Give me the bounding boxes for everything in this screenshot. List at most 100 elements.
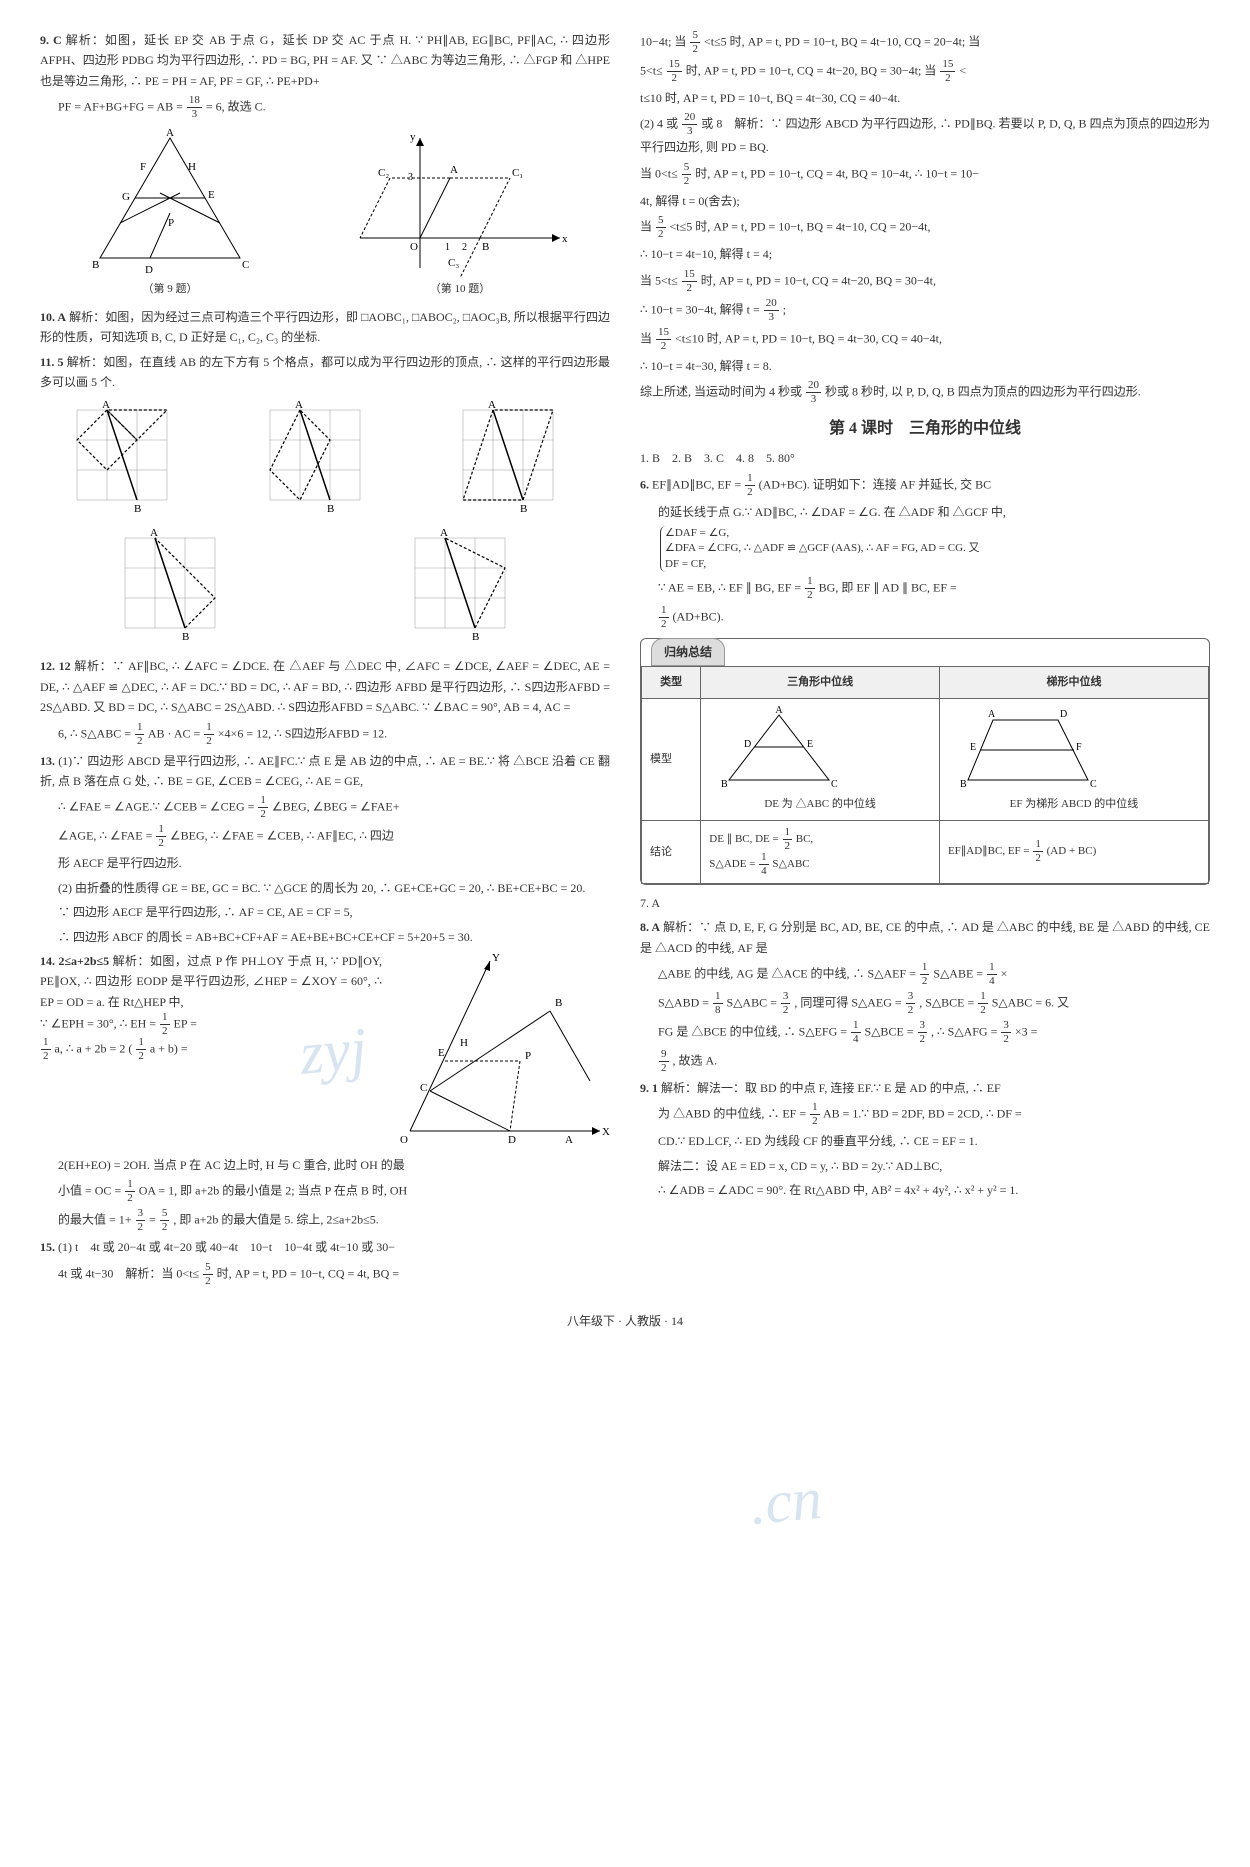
q8r-l4d: ×3 = — [1015, 1024, 1038, 1038]
q6r: 6. EF∥AD∥BC, EF = 12 (AD+BC). 证明如下：连接 AF… — [640, 473, 1210, 498]
q14-l4: 2(EH+EO) = 2OH. 当点 P 在 AC 边上时, H 与 C 重合,… — [40, 1155, 610, 1175]
svg-text:P: P — [525, 1050, 531, 1062]
fig-10: x y O A B C₁ C₂ C₃ 1 2 — [350, 128, 570, 299]
q6r-l4: 12 (AD+BC). — [640, 605, 1210, 630]
summary-h-type: 类型 — [642, 667, 701, 699]
svg-text:C: C — [242, 259, 249, 271]
q13-l2: ∴ ∠FAE = ∠AGE.∵ ∠CEB = ∠CEG = 12 ∠BEG, ∠… — [40, 795, 610, 820]
q8r-l4: FG 是 △BCE 的中位线, ∴ S△EFG = 14 S△BCE = 32 … — [640, 1020, 1210, 1045]
cont-f4: 203 — [681, 112, 698, 137]
summary-title: 归纳总结 — [651, 638, 725, 666]
q12-num: 12. 12 — [40, 659, 71, 673]
fig-row-9-10: A B C D E F G H P （第 9 题） — [40, 128, 610, 299]
q8r-l3e: S△ABC = 6. 又 — [992, 995, 1069, 1009]
q6r-l3a: ∵ AE = EB, ∴ EF ∥ BG, EF = — [658, 580, 801, 594]
fig-14-svg: Y B P E H C O D A X — [390, 951, 610, 1151]
trap-c1a: EF∥AD∥BC, EF = — [948, 845, 1030, 857]
q8-f6: 12 — [977, 991, 989, 1016]
svg-text:x: x — [562, 233, 568, 245]
q14: Y B P E H C O D A X 14. 2≤a+2b≤5 解析：如图，过… — [40, 951, 610, 1151]
q10-num: 10. A — [40, 310, 66, 324]
brace-line1: ∠DAF = ∠G, — [665, 527, 729, 539]
svg-text:A: A — [166, 128, 174, 139]
svg-text:E: E — [438, 1047, 445, 1059]
svg-text:D: D — [744, 739, 751, 750]
cont-l7: 当 52 <t≤5 时, AP = t, PD = 10−t, BQ = 4t−… — [640, 215, 1210, 240]
svg-text:X: X — [602, 1126, 610, 1138]
q9: 9. C 解析：如图，延长 EP 交 AB 于点 G，延长 DP 交 AC 于点… — [40, 30, 610, 91]
q15-p2b: 时, AP = t, PD = 10−t, CQ = 4t, BQ = — [217, 1266, 399, 1280]
trap-c1-frac: 12 — [1032, 839, 1044, 864]
q15-p1: (1) t 4t 或 20−4t 或 4t−20 或 40−4t 10−t 10… — [58, 1240, 395, 1254]
q14-f1: 12 — [159, 1012, 171, 1037]
q12-line2: 6, ∴ S△ABC = 12 AB · AC = 12 ×4×6 = 12, … — [40, 722, 610, 747]
svg-text:B: B — [721, 779, 728, 790]
q8-f3: 18 — [712, 991, 724, 1016]
svg-text:1: 1 — [445, 242, 450, 253]
q8-f4: 32 — [780, 991, 792, 1016]
svg-text:A: A — [295, 400, 303, 411]
q6r-f2: 12 — [804, 576, 816, 601]
cont-l4: (2) 4 或 203 或 8 解析：∵ 四边形 ABCD 为平行四边形, ∴ … — [640, 112, 1210, 157]
cont-l1: 10−4t; 当 52 <t≤5 时, AP = t, PD = 10−t, B… — [640, 30, 1210, 55]
cont-l2a: 5<t≤ — [640, 63, 663, 77]
q8-f9: 32 — [1000, 1020, 1012, 1045]
svg-text:C₁: C₁ — [512, 167, 523, 179]
svg-text:C₃: C₃ — [448, 257, 459, 269]
grid-11-1: A B — [67, 400, 197, 520]
triangle-9-svg: A B C D E F G H P — [80, 128, 260, 278]
watermark-2: .cn — [746, 1447, 826, 1555]
cont-l3: t≤10 时, AP = t, PD = 10−t, BQ = 4t−30, C… — [640, 88, 1210, 108]
summary-box: 归纳总结 类型 三角形中位线 梯形中位线 模型 A B C — [640, 638, 1210, 885]
answers-1-5: 1. B 2. B 3. C 4. 8 5. 80° — [640, 448, 1210, 468]
svg-text:B: B — [520, 503, 527, 515]
q13-l4: 形 AECF 是平行四边形. — [40, 853, 610, 873]
cont-f2: 152 — [666, 59, 683, 84]
q13-l7: ∴ 四边形 ABCF 的周长 = AB+BC+CF+AF = AE+BE+BC+… — [40, 927, 610, 947]
q6r-l1a: EF∥AD∥BC, EF = — [652, 477, 741, 491]
q12-t4: ×4×6 = 12, ∴ S四边形AFBD = 12. — [218, 726, 387, 740]
svg-text:H: H — [188, 161, 196, 173]
cont-l6: 4t, 解得 t = 0(舍去); — [640, 191, 1210, 211]
trap-model-svg: A D B C E F — [948, 705, 1108, 795]
cont-f8: 203 — [763, 298, 780, 323]
q14-p3b: a, ∴ a + 2b = 2 ( — [55, 1041, 133, 1055]
trap-model-cap: EF 为梯形 ABCD 的中位线 — [948, 795, 1200, 814]
tri-c2a: S△ADE = — [709, 858, 755, 870]
cont-f1: 52 — [689, 30, 701, 55]
svg-text:E: E — [807, 739, 813, 750]
q9r-l2b: AB = 1.∵ BD = 2DF, BD = 2CD, ∴ DF = — [823, 1107, 1022, 1121]
svg-text:F: F — [140, 161, 146, 173]
q13-p2a: ∴ ∠FAE = ∠AGE.∵ ∠CEB = ∠CEG = — [58, 800, 254, 814]
q14-l6: 的最大值 = 1+ 32 = 52 , 即 a+2b 的最大值是 5. 综上, … — [40, 1208, 610, 1233]
q9r-l3: CD.∵ ED⊥CF, ∴ ED 为线段 CF 的垂直平分线, ∴ CE = E… — [640, 1131, 1210, 1151]
summary-tri-conc: DE ∥ BC, DE = 12 BC, S△ADE = 14 S△ABC — [701, 820, 940, 883]
q13-p1: (1)∵ 四边形 ABCD 是平行四边形, ∴ AE∥FC.∵ 点 E 是 AB… — [40, 754, 610, 788]
q6r-l4b: (AD+BC). — [673, 609, 724, 623]
svg-text:B: B — [92, 259, 99, 271]
left-column: 9. C 解析：如图，延长 EP 交 AB 于点 G，延长 DP 交 AC 于点… — [40, 30, 610, 1291]
brace-line2: ∠DFA = ∠CFG, ∴ △ADF ≌ △GCF (AAS), ∴ AF =… — [665, 542, 980, 554]
q9-text3: = 6, 故选 C. — [206, 99, 266, 113]
cont-l1a: 10−4t; 当 — [640, 34, 686, 48]
q13: 13. (1)∵ 四边形 ABCD 是平行四边形, ∴ AE∥FC.∵ 点 E … — [40, 751, 610, 792]
cont-l12: ∴ 10−t = 4t−30, 解得 t = 8. — [640, 356, 1210, 376]
q9-text2: PF = AF+BG+FG = AB = — [58, 99, 183, 113]
q14-p2b: EP = — [174, 1016, 197, 1030]
q11-text: 解析：如图，在直线 AB 的左下方有 5 个格点，都可以成为平行四边形的顶点, … — [40, 355, 610, 389]
q6r-braces: ∠DAF = ∠G, ∠DFA = ∠CFG, ∴ △ADF ≌ △GCF (A… — [640, 526, 1210, 572]
q13-p3b: ∠BEG, ∴ ∠FAE = ∠CEB, ∴ AF∥EC, ∴ 四边 — [170, 829, 394, 843]
q12: 12. 12 解析：∵ AF∥BC, ∴ ∠AFC = ∠DCE. 在 △AEF… — [40, 656, 610, 717]
svg-text:A: A — [988, 709, 996, 720]
q12-text: 解析：∵ AF∥BC, ∴ ∠AFC = ∠DCE. 在 △AEF 与 △DEC… — [40, 659, 610, 714]
summary-conclusion-row: 结论 DE ∥ BC, DE = 12 BC, S△ADE = 14 S△ABC… — [642, 820, 1209, 883]
cont-l11: 当 152 <t≤10 时, AP = t, PD = 10−t, BQ = 4… — [640, 327, 1210, 352]
trap-c1b: (AD + BC) — [1047, 845, 1097, 857]
svg-text:D: D — [1060, 709, 1067, 720]
grid-11-3: A B — [453, 400, 583, 520]
q15-num: 15. — [40, 1240, 55, 1254]
fig9-caption: （第 9 题） — [80, 280, 260, 299]
q14-p6c: , 即 a+2b 的最大值是 5. 综上, 2≤a+2b≤5. — [173, 1213, 378, 1227]
svg-text:A: A — [102, 400, 110, 411]
q14-num: 14. 2≤a+2b≤5 — [40, 954, 109, 968]
